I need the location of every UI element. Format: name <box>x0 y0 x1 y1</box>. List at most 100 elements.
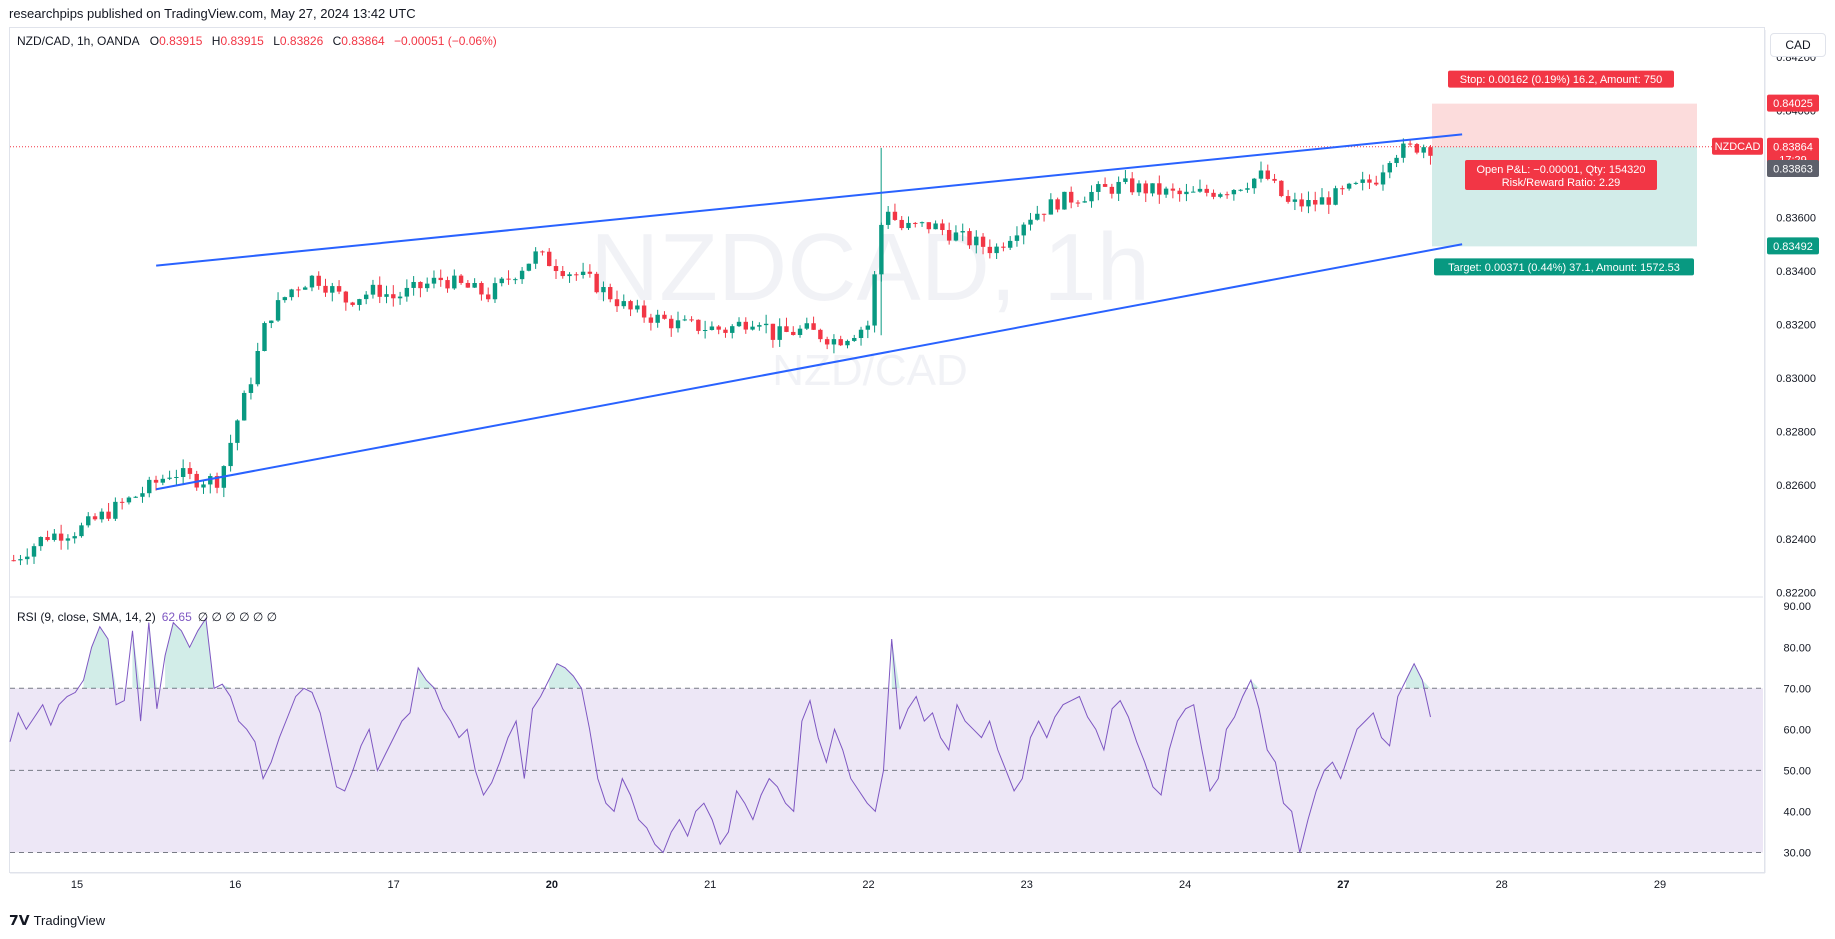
candle-body <box>1387 163 1392 173</box>
candle-body <box>86 516 91 526</box>
candle-body <box>994 246 999 254</box>
candle-body <box>330 286 335 293</box>
watermark-symbol: NZDCAD, 1h <box>590 214 1150 321</box>
candle-body <box>1299 199 1304 207</box>
tradingview-logo-icon[interactable]: 𝟳𝗩 <box>9 912 30 928</box>
time-tick-label: 20 <box>546 879 558 891</box>
time-tick-label: 17 <box>387 879 399 891</box>
lower-trendline <box>155 243 1463 491</box>
candle-body <box>119 501 125 503</box>
candle-body <box>716 326 721 330</box>
candle-body <box>811 323 816 330</box>
candle-body <box>540 251 545 253</box>
candle-body <box>1075 202 1081 204</box>
candle-body <box>140 493 145 497</box>
symbol-label[interactable]: NZD/CAD, 1h, OANDA <box>17 34 140 48</box>
candle-body <box>201 484 206 488</box>
candle-body <box>1191 191 1196 193</box>
candle-body <box>763 323 769 326</box>
candle-body <box>831 339 837 345</box>
candle-body <box>1116 181 1121 194</box>
candle-body <box>72 536 77 539</box>
candle-body <box>560 271 565 277</box>
candle-body <box>113 501 118 519</box>
candle-body <box>45 537 50 540</box>
footer: 𝟳𝗩 TradingView <box>9 912 105 929</box>
candle-body <box>770 323 776 340</box>
target-label-box <box>1434 258 1694 276</box>
candle-body <box>404 287 410 297</box>
candle-body <box>79 525 84 537</box>
candle-body <box>241 392 247 421</box>
candle-body <box>1184 191 1189 195</box>
candle-body <box>1414 144 1420 153</box>
candle-body <box>641 305 647 318</box>
price-tick-label: 0.83600 <box>1776 212 1816 224</box>
watermark: NZDCAD, 1h NZD/CAD <box>590 214 1150 395</box>
candle-body <box>974 236 979 246</box>
candle-body <box>1028 219 1033 225</box>
candle-body <box>723 329 728 333</box>
candle-body <box>1109 186 1115 194</box>
candle-body <box>1035 213 1040 220</box>
candle-body <box>1170 188 1176 191</box>
candle-body <box>1224 194 1230 196</box>
candle-body <box>892 211 898 220</box>
candle-body <box>465 282 471 288</box>
candle-body <box>1177 190 1182 195</box>
candle-body <box>689 319 694 321</box>
grid <box>10 30 1766 874</box>
candle-body <box>180 468 186 478</box>
candle-body <box>519 270 525 280</box>
candle-body <box>1041 213 1047 215</box>
time-tick-label: 21 <box>704 879 716 891</box>
candle-body <box>946 229 952 241</box>
candle-body <box>601 287 606 293</box>
candle-body <box>397 296 403 299</box>
candle-body <box>675 320 681 329</box>
footer-logo-text[interactable]: TradingView <box>33 913 106 928</box>
candle-body <box>472 282 477 288</box>
candle-body <box>174 477 179 479</box>
price-tick-label: 0.82400 <box>1776 534 1816 546</box>
candle-body <box>1394 157 1399 164</box>
stop-price-tag-box <box>1767 94 1819 112</box>
candle-body <box>980 236 986 247</box>
rsi-label[interactable]: RSI (9, close, SMA, 14, 2) <box>17 610 156 624</box>
low-value: 0.83826 <box>279 34 324 48</box>
candle-body <box>350 302 355 305</box>
price-legend: NZD/CAD, 1h, OANDA O0.83915 H0.83915 L0.… <box>17 34 503 48</box>
open-value: 0.83915 <box>159 34 203 48</box>
candle-body <box>736 321 742 327</box>
candle-body <box>92 516 98 520</box>
candle-body <box>1279 180 1284 197</box>
time-tick-label: 23 <box>1021 879 1033 891</box>
candle-body <box>1346 183 1352 189</box>
stop-price-tag: 0.84025 <box>1773 98 1813 110</box>
candle-body <box>791 331 796 335</box>
rsi-tick-label: 80.00 <box>1783 642 1811 654</box>
candle-body <box>384 294 389 297</box>
candle-body <box>757 325 762 327</box>
candle-body <box>743 321 748 330</box>
rsi-tick-label: 60.00 <box>1783 724 1811 736</box>
time-tick-label: 22 <box>862 879 874 891</box>
candle-body <box>492 283 498 300</box>
entry-price-tag: 0.83863 <box>1773 164 1813 176</box>
candle-body <box>1211 192 1216 197</box>
candle-body <box>838 339 843 346</box>
candle-body <box>296 289 301 291</box>
candle-body <box>580 271 586 275</box>
candle-body <box>960 231 965 233</box>
candle-body <box>1129 178 1135 193</box>
candle-body <box>1062 191 1067 210</box>
candle-body <box>1285 196 1291 202</box>
candle-body <box>655 314 660 323</box>
candle-body <box>228 442 233 467</box>
candle-body <box>824 339 830 345</box>
candle-body <box>1326 197 1331 205</box>
price-tick-label: 0.83200 <box>1776 320 1816 332</box>
currency-button[interactable]: CAD <box>1770 33 1826 57</box>
